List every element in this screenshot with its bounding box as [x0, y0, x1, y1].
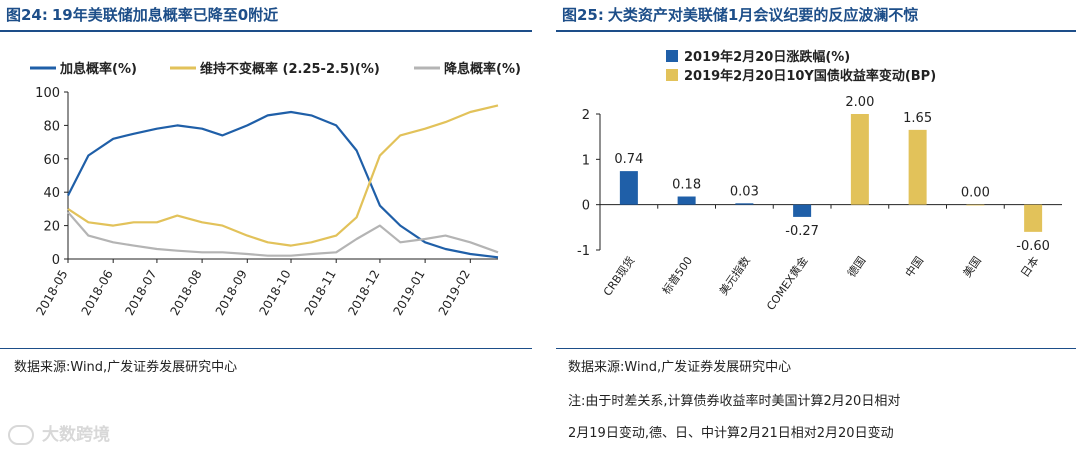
right-note-line-2: 2月19日变动,德、日、中计算2月21日相对2月20日变动 — [568, 426, 894, 441]
right-figure-title: 图25: 大类资产对美联储1月会议纪要的反应波澜不惊 — [556, 0, 1076, 32]
watermark-logo-icon — [8, 425, 34, 445]
bar-data-label-2: 0.03 — [730, 184, 759, 199]
bar-category-label: 德国 — [844, 254, 868, 280]
x-tick-label: 2018-11 — [302, 268, 339, 318]
watermark: 大数跨境 — [8, 420, 110, 445]
left-source-divider — [0, 348, 532, 349]
x-tick-label: 2018-09 — [213, 268, 250, 318]
x-tick-label: 2019-02 — [436, 267, 473, 317]
left-figure-title: 图24: 19年美联储加息概率已降至0附近 — [0, 0, 532, 32]
y-tick-label: 0 — [52, 253, 60, 268]
legend-label-1: 维持不变概率 (2.25-2.5)(%) — [200, 61, 380, 77]
bar-category-label: CRB现货 — [600, 254, 637, 299]
right-title-text: 大类资产对美联储1月会议纪要的反应波澜不惊 — [607, 6, 919, 24]
left-fig-number: 图24: — [6, 6, 48, 24]
series-line-1 — [67, 104, 499, 247]
legend-label-bar-1: 2019年2月20日10Y国债收益率变动(BP) — [684, 68, 936, 84]
bar-data-label-3: -0.27 — [785, 224, 819, 239]
left-title-text: 19年美联储加息概率已降至0附近 — [51, 6, 279, 24]
y-tick-label: 40 — [43, 186, 60, 201]
series-line-2 — [67, 211, 499, 257]
bar-data-label-4: 2.00 — [845, 95, 874, 110]
watermark-text: 大数跨境 — [42, 425, 110, 445]
bar-data-label-0: 0.74 — [614, 152, 643, 167]
bar-6 — [966, 204, 985, 206]
bar-data-label-7: -0.60 — [1016, 239, 1050, 254]
bar-0 — [619, 171, 638, 205]
legend-swatch-bar-1 — [666, 69, 678, 81]
bar-3 — [793, 204, 812, 217]
left-panel: 图24: 19年美联储加息概率已降至0附近 加息概率(%) 维持不变概率 (2.25… — [0, 0, 532, 375]
bar-data-label-5: 1.65 — [903, 111, 932, 126]
bar-y-tick-label: 2 — [582, 108, 590, 123]
bar-1 — [677, 196, 696, 205]
x-tick-label: 2018-08 — [168, 268, 205, 318]
y-tick-label: 100 — [35, 86, 60, 101]
bar-category-label: 中国 — [903, 254, 926, 279]
right-fig-number: 图25: — [562, 6, 604, 24]
bar-category-label: 日本 — [1017, 254, 1041, 280]
x-tick-label: 2018-10 — [256, 268, 293, 318]
legend-label-bar-0: 2019年2月20日涨跌幅(%) — [684, 49, 850, 65]
x-tick-label: 2018-05 — [33, 268, 70, 318]
bar-category-label: COMEX黄金 — [763, 254, 810, 313]
legend-swatch-bar-0 — [666, 50, 678, 62]
bar-y-tick-label: 0 — [582, 199, 590, 214]
right-note-line-1: 注:由于时差关系,计算债券收益率时美国计算2月20日相对 — [568, 394, 901, 409]
series-line-0 — [67, 110, 499, 259]
bar-2 — [735, 203, 754, 205]
bar-category-label: 美元指数 — [716, 254, 753, 298]
bar-5 — [908, 129, 927, 205]
bar-category-label: 美国 — [961, 254, 984, 279]
y-tick-label: 20 — [43, 220, 60, 235]
right-source-divider — [556, 348, 1076, 349]
x-tick-label: 2018-06 — [79, 268, 116, 318]
x-tick-label: 2019-01 — [391, 268, 428, 318]
line-chart: 加息概率(%) 维持不变概率 (2.25-2.5)(%) 降息概率(%) 0 20 40 6… — [30, 61, 521, 318]
bar-category-label: 标普500 — [659, 254, 695, 297]
bar-data-label-6: 0.00 — [961, 186, 990, 201]
bar-7 — [1024, 204, 1043, 232]
bar-y-tick-label: -1 — [577, 244, 590, 259]
legend-label-0: 加息概率(%) — [59, 61, 137, 77]
bar-y-tick-label: 1 — [582, 153, 590, 168]
x-tick-label: 2018-12 — [345, 268, 382, 318]
bar-data-label-1: 0.18 — [672, 178, 701, 193]
right-panel: 图25: 大类资产对美联储1月会议纪要的反应波澜不惊 2019年2月20日涨跌幅(… — [556, 0, 1076, 441]
legend-label-2: 降息概率(%) — [444, 61, 521, 77]
bar-chart: 2019年2月20日涨跌幅(%) 2019年2月20日10Y国债收益率变动(BP)… — [577, 49, 1062, 313]
y-tick-label: 80 — [43, 119, 60, 134]
y-tick-label: 60 — [43, 153, 60, 168]
right-source: 数据来源:Wind,广发证券发展研究中心 — [568, 360, 792, 375]
x-tick-label: 2018-07 — [122, 268, 159, 318]
bar-4 — [850, 114, 869, 205]
left-source: 数据来源:Wind,广发证券发展研究中心 — [14, 360, 238, 375]
